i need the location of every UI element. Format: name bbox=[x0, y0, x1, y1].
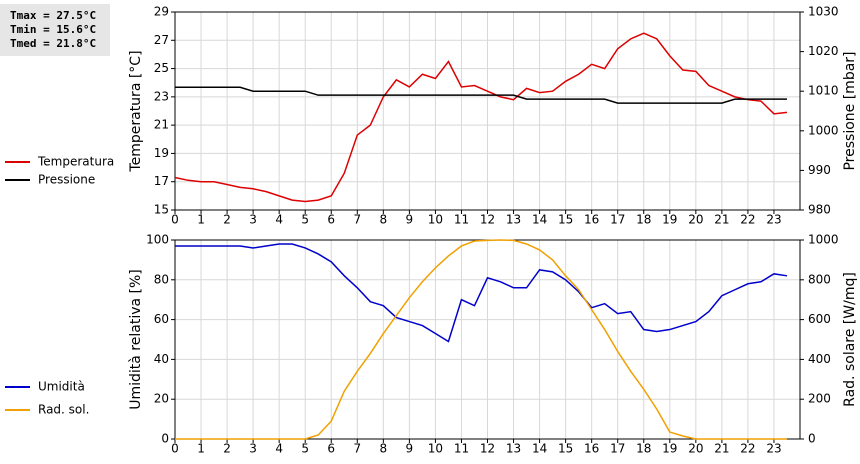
x-tick-label: 10 bbox=[428, 442, 443, 456]
x-tick-label: 14 bbox=[532, 213, 547, 227]
x-tick-label: 7 bbox=[353, 213, 361, 227]
x-tick-label: 9 bbox=[406, 442, 414, 456]
x-tick-label: 2 bbox=[223, 213, 231, 227]
y2-tick-label: 980 bbox=[808, 203, 831, 217]
x-tick-label: 15 bbox=[558, 213, 573, 227]
x-tick-label: 18 bbox=[636, 442, 651, 456]
y-tick-label: 17 bbox=[154, 174, 169, 188]
x-tick-label: 9 bbox=[406, 213, 414, 227]
x-tick-label: 4 bbox=[275, 213, 283, 227]
y2-tick-label: 1000 bbox=[808, 123, 839, 137]
series-line bbox=[175, 243, 788, 343]
y2-axis-label: Rad. solare [W/mq] bbox=[842, 272, 858, 407]
x-tick-label: 22 bbox=[740, 213, 755, 227]
x-tick-label: 0 bbox=[171, 213, 179, 227]
y-tick-label: 100 bbox=[146, 233, 169, 247]
y-tick-label: 15 bbox=[154, 203, 169, 217]
y2-tick-label: 200 bbox=[808, 392, 831, 406]
x-tick-label: 3 bbox=[249, 442, 257, 456]
series-line bbox=[175, 239, 787, 440]
y-tick-label: 23 bbox=[154, 89, 169, 103]
x-tick-label: 3 bbox=[249, 213, 257, 227]
x-tick-label: 19 bbox=[662, 442, 677, 456]
y-tick-label: 25 bbox=[154, 61, 169, 75]
stat: Tmin = 15.6°C bbox=[10, 23, 96, 36]
y2-axis-label: Pressione [mbar] bbox=[842, 51, 858, 170]
y-tick-label: 40 bbox=[154, 352, 169, 366]
y2-tick-label: 600 bbox=[808, 312, 831, 326]
x-tick-label: 23 bbox=[766, 213, 781, 227]
x-tick-label: 1 bbox=[197, 442, 205, 456]
legend-label: Temperatura bbox=[37, 155, 114, 169]
x-tick-label: 23 bbox=[766, 442, 781, 456]
x-tick-label: 18 bbox=[636, 213, 651, 227]
x-tick-label: 8 bbox=[380, 213, 388, 227]
x-tick-label: 20 bbox=[688, 442, 703, 456]
x-tick-label: 13 bbox=[506, 442, 521, 456]
y-axis-label: Temperatura [°C] bbox=[128, 50, 144, 172]
legend-label: Pressione bbox=[38, 173, 95, 187]
x-tick-label: 13 bbox=[506, 213, 521, 227]
y-tick-label: 0 bbox=[161, 432, 169, 446]
series-line bbox=[175, 86, 787, 104]
y-tick-label: 27 bbox=[154, 33, 169, 47]
x-tick-label: 12 bbox=[480, 442, 495, 456]
legend-label: Umidità bbox=[38, 380, 85, 394]
x-tick-label: 17 bbox=[610, 442, 625, 456]
x-tick-label: 6 bbox=[327, 442, 335, 456]
x-tick-label: 16 bbox=[584, 213, 599, 227]
stats-box bbox=[0, 4, 110, 56]
stat: Tmed = 21.8°C bbox=[10, 37, 96, 50]
x-tick-label: 22 bbox=[740, 442, 755, 456]
x-tick-label: 8 bbox=[380, 442, 388, 456]
legend-label: Rad. sol. bbox=[38, 403, 89, 417]
x-tick-label: 6 bbox=[327, 213, 335, 227]
x-tick-label: 14 bbox=[532, 442, 547, 456]
x-tick-label: 5 bbox=[301, 213, 309, 227]
y2-tick-label: 0 bbox=[808, 432, 816, 446]
y-axis-label: Umidità relativa [%] bbox=[128, 269, 144, 410]
x-tick-label: 10 bbox=[428, 213, 443, 227]
y-tick-label: 60 bbox=[154, 312, 169, 326]
y2-tick-label: 1030 bbox=[808, 5, 839, 19]
y-tick-label: 80 bbox=[154, 272, 169, 286]
y-tick-label: 29 bbox=[154, 5, 169, 19]
x-tick-label: 16 bbox=[584, 442, 599, 456]
y-tick-label: 20 bbox=[154, 392, 169, 406]
y2-tick-label: 1000 bbox=[808, 233, 839, 247]
x-tick-label: 15 bbox=[558, 442, 573, 456]
y2-tick-label: 1010 bbox=[808, 84, 839, 98]
x-tick-label: 11 bbox=[454, 442, 469, 456]
x-tick-label: 5 bbox=[301, 442, 309, 456]
x-tick-label: 19 bbox=[662, 213, 677, 227]
x-tick-label: 4 bbox=[275, 442, 283, 456]
y2-tick-label: 800 bbox=[808, 272, 831, 286]
y-tick-label: 21 bbox=[154, 118, 169, 132]
x-tick-label: 17 bbox=[610, 213, 625, 227]
x-tick-label: 1 bbox=[197, 213, 205, 227]
x-tick-label: 21 bbox=[714, 442, 729, 456]
series-line bbox=[174, 32, 788, 203]
y2-tick-label: 1020 bbox=[808, 44, 839, 58]
x-tick-label: 20 bbox=[688, 213, 703, 227]
y2-tick-label: 400 bbox=[808, 352, 831, 366]
x-tick-label: 21 bbox=[714, 213, 729, 227]
y-tick-label: 19 bbox=[154, 146, 169, 160]
x-tick-label: 7 bbox=[353, 442, 361, 456]
x-tick-label: 2 bbox=[223, 442, 231, 456]
x-tick-label: 12 bbox=[480, 213, 495, 227]
y2-tick-label: 990 bbox=[808, 163, 831, 177]
x-tick-label: 0 bbox=[171, 442, 179, 456]
plot-frame bbox=[174, 11, 801, 211]
x-tick-label: 11 bbox=[454, 213, 469, 227]
stat: Tmax = 27.5°C bbox=[10, 9, 96, 22]
